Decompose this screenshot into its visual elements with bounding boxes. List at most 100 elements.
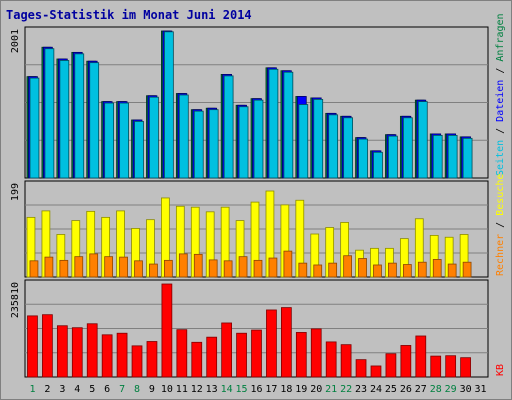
bar-kb-day-20 xyxy=(310,328,322,378)
x-tick-label-30: 30 xyxy=(460,384,472,395)
bar-rechner-day-10 xyxy=(164,259,173,278)
bar-seiten-day-30 xyxy=(462,137,473,179)
bar-seiten-day-2 xyxy=(44,48,55,179)
x-tick-label-17: 17 xyxy=(265,384,277,395)
bar-kb-day-11 xyxy=(176,329,188,378)
x-tick-label-25: 25 xyxy=(385,384,397,395)
bar-rechner-day-4 xyxy=(74,256,84,278)
x-tick-label-16: 16 xyxy=(250,384,262,395)
x-tick-label-6: 6 xyxy=(104,384,110,395)
panel-top: 2001 xyxy=(10,26,489,179)
legend-bottom: KB xyxy=(495,364,506,376)
bar-rechner-day-29 xyxy=(447,263,457,278)
bar-rechner-day-8 xyxy=(134,260,143,278)
x-tick-label-8: 8 xyxy=(134,384,140,395)
legend-anfragen: Anfragen xyxy=(495,13,506,61)
bar-kb-day-14 xyxy=(221,322,232,378)
x-tick-label-12: 12 xyxy=(191,384,203,395)
bar-rechner-day-18 xyxy=(283,250,293,278)
bar-rechner-day-23 xyxy=(358,258,367,278)
bar-seiten-day-25 xyxy=(388,135,398,179)
panel-bottom: 235810 xyxy=(10,279,489,378)
x-tick-label-14: 14 xyxy=(221,384,233,395)
bar-rechner-day-9 xyxy=(149,263,158,278)
legend-separator: / xyxy=(495,62,506,80)
x-tick-label-2: 2 xyxy=(44,384,50,395)
x-tick-label-10: 10 xyxy=(161,384,173,395)
bar-kb-day-12 xyxy=(191,341,203,378)
bar-seiten-day-26 xyxy=(402,117,413,179)
bar-kb-day-18 xyxy=(281,307,292,378)
bar-kb-day-21 xyxy=(325,341,337,378)
bar-seiten-day-21 xyxy=(328,114,339,179)
x-tick-label-23: 23 xyxy=(355,384,367,395)
bar-kb-day-26 xyxy=(400,345,412,378)
legend-middle: Rechner / Besuche xyxy=(495,174,506,276)
bar-seiten-day-14 xyxy=(223,75,234,179)
bar-seiten-day-17 xyxy=(268,68,279,179)
bar-seiten-day-19 xyxy=(298,104,309,179)
x-tick-label-20: 20 xyxy=(310,384,322,395)
bar-rechner-day-1 xyxy=(29,260,39,278)
x-tick-label-3: 3 xyxy=(59,384,65,395)
bar-rechner-day-7 xyxy=(119,256,128,278)
bar-seiten-day-12 xyxy=(193,110,204,179)
x-tick-label-4: 4 xyxy=(74,384,80,395)
bar-seiten-day-18 xyxy=(283,71,294,179)
bar-seiten-day-22 xyxy=(343,117,353,179)
y-max-label: 199 xyxy=(10,183,21,201)
x-tick-label-13: 13 xyxy=(206,384,218,395)
bar-seiten-day-5 xyxy=(89,62,100,179)
x-tick-label-5: 5 xyxy=(89,384,95,395)
bar-rechner-day-21 xyxy=(328,262,338,278)
bar-seiten-day-23 xyxy=(358,138,368,179)
bar-kb-day-5 xyxy=(86,323,98,378)
legend-seiten: Seiten xyxy=(495,140,506,176)
x-tick-label-19: 19 xyxy=(295,384,307,395)
bar-seiten-day-11 xyxy=(178,94,189,179)
bar-seiten-day-16 xyxy=(253,99,264,179)
bar-kb-day-30 xyxy=(460,357,471,378)
bar-kb-day-27 xyxy=(415,335,427,378)
x-tick-label-24: 24 xyxy=(370,384,382,395)
bar-kb-day-15 xyxy=(236,332,247,378)
bar-rechner-day-30 xyxy=(462,261,472,278)
bar-seiten-day-7 xyxy=(119,102,129,179)
bar-seiten-day-4 xyxy=(74,53,85,179)
bar-rechner-day-15 xyxy=(238,256,248,278)
bar-kb-day-9 xyxy=(146,341,158,378)
bar-seiten-day-10 xyxy=(164,31,174,179)
bar-rechner-day-26 xyxy=(402,264,412,278)
bar-kb-day-4 xyxy=(71,327,83,378)
bar-rechner-day-11 xyxy=(178,253,188,278)
bar-rechner-day-2 xyxy=(44,256,54,278)
bar-seiten-day-29 xyxy=(447,134,458,179)
legend-kb: KB xyxy=(495,364,506,376)
x-tick-label-9: 9 xyxy=(149,384,155,395)
legend-separator: / xyxy=(495,216,506,234)
bar-seiten-day-20 xyxy=(313,98,324,179)
bar-rechner-day-14 xyxy=(223,260,233,278)
bar-rechner-day-24 xyxy=(373,264,382,278)
bar-seiten-day-6 xyxy=(104,102,115,179)
x-tick-label-28: 28 xyxy=(430,384,442,395)
bar-rechner-day-20 xyxy=(313,264,323,278)
bar-seiten-day-13 xyxy=(208,109,219,179)
bar-kb-day-24 xyxy=(370,365,382,378)
bar-seiten-day-1 xyxy=(29,77,40,179)
x-tick-label-29: 29 xyxy=(445,384,457,395)
bar-kb-day-3 xyxy=(56,325,68,378)
bar-kb-day-7 xyxy=(116,332,128,378)
bar-seiten-day-8 xyxy=(134,121,144,179)
bar-kb-day-6 xyxy=(101,334,113,378)
bar-seiten-day-24 xyxy=(373,151,383,179)
bar-kb-day-28 xyxy=(430,355,442,378)
x-tick-label-26: 26 xyxy=(400,384,412,395)
y-max-label: 2001 xyxy=(10,29,21,53)
bar-kb-day-10 xyxy=(161,283,173,378)
bar-kb-day-16 xyxy=(251,329,262,378)
x-tick-label-21: 21 xyxy=(325,384,337,395)
x-tick-label-18: 18 xyxy=(280,384,292,395)
bar-kb-day-22 xyxy=(340,344,352,378)
